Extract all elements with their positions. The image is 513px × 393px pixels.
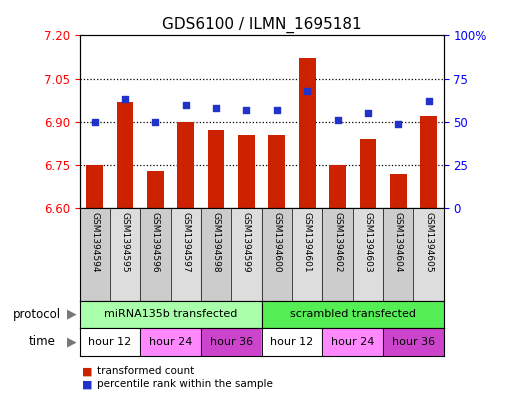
- Bar: [353, 208, 383, 301]
- Text: GSM1394600: GSM1394600: [272, 212, 281, 273]
- Text: GSM1394599: GSM1394599: [242, 212, 251, 273]
- Text: hour 36: hour 36: [392, 337, 435, 347]
- Bar: [360, 139, 376, 208]
- Bar: [262, 328, 322, 356]
- Bar: [383, 328, 444, 356]
- Bar: [80, 208, 110, 301]
- Point: [273, 107, 281, 113]
- Bar: [238, 135, 255, 208]
- Text: transformed count: transformed count: [97, 366, 195, 376]
- Text: percentile rank within the sample: percentile rank within the sample: [97, 379, 273, 389]
- Text: GSM1394604: GSM1394604: [393, 212, 403, 272]
- Text: GSM1394594: GSM1394594: [90, 212, 99, 272]
- Text: GSM1394603: GSM1394603: [363, 212, 372, 273]
- Point: [333, 117, 342, 123]
- Text: ▶: ▶: [67, 335, 76, 349]
- Bar: [177, 122, 194, 208]
- Point: [424, 98, 432, 104]
- Point: [212, 105, 220, 111]
- Bar: [116, 102, 133, 208]
- Bar: [322, 208, 353, 301]
- Text: ■: ■: [82, 366, 92, 376]
- Bar: [140, 208, 170, 301]
- Text: hour 36: hour 36: [210, 337, 253, 347]
- Bar: [80, 328, 140, 356]
- Text: GSM1394602: GSM1394602: [333, 212, 342, 272]
- Text: hour 24: hour 24: [149, 337, 192, 347]
- Bar: [86, 165, 103, 208]
- Bar: [110, 208, 140, 301]
- Bar: [413, 208, 444, 301]
- Text: hour 24: hour 24: [331, 337, 374, 347]
- Bar: [201, 208, 231, 301]
- Bar: [80, 301, 262, 328]
- Text: GSM1394597: GSM1394597: [181, 212, 190, 273]
- Point: [151, 119, 160, 125]
- Text: protocol: protocol: [13, 308, 61, 321]
- Text: hour 12: hour 12: [88, 337, 131, 347]
- Text: ■: ■: [82, 379, 92, 389]
- Bar: [231, 208, 262, 301]
- Bar: [390, 174, 407, 208]
- Bar: [420, 116, 437, 208]
- Bar: [322, 328, 383, 356]
- Title: GDS6100 / ILMN_1695181: GDS6100 / ILMN_1695181: [162, 17, 362, 33]
- Bar: [292, 208, 322, 301]
- Bar: [329, 165, 346, 208]
- Point: [242, 107, 250, 113]
- Text: GSM1394595: GSM1394595: [121, 212, 130, 273]
- Bar: [201, 328, 262, 356]
- Text: GSM1394596: GSM1394596: [151, 212, 160, 273]
- Bar: [262, 208, 292, 301]
- Bar: [170, 208, 201, 301]
- Point: [364, 110, 372, 116]
- Text: GSM1394598: GSM1394598: [211, 212, 221, 273]
- Bar: [208, 130, 225, 208]
- Text: time: time: [28, 335, 55, 349]
- Text: miRNA135b transfected: miRNA135b transfected: [104, 309, 237, 320]
- Bar: [268, 135, 285, 208]
- Point: [121, 96, 129, 103]
- Point: [303, 88, 311, 94]
- Bar: [147, 171, 164, 208]
- Point: [394, 120, 402, 127]
- Text: ▶: ▶: [67, 308, 76, 321]
- Text: GSM1394601: GSM1394601: [303, 212, 312, 273]
- Text: GSM1394605: GSM1394605: [424, 212, 433, 273]
- Bar: [383, 208, 413, 301]
- Bar: [299, 59, 315, 208]
- Bar: [262, 301, 444, 328]
- Text: scrambled transfected: scrambled transfected: [290, 309, 416, 320]
- Point: [182, 101, 190, 108]
- Bar: [140, 328, 201, 356]
- Point: [91, 119, 99, 125]
- Text: hour 12: hour 12: [270, 337, 313, 347]
